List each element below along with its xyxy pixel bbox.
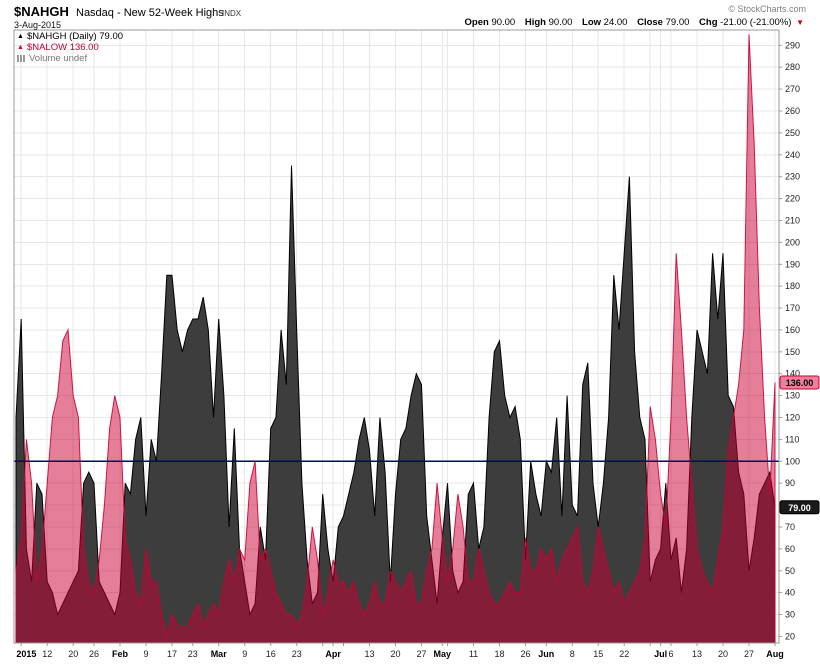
svg-text:20: 20 [68,649,78,659]
svg-text:12: 12 [42,649,52,659]
svg-text:9: 9 [143,649,148,659]
svg-text:120: 120 [785,413,800,423]
legend-row-nalow: ▲ $NALOW 136.00 [17,42,123,53]
svg-text:15: 15 [593,649,603,659]
svg-text:26: 26 [89,649,99,659]
svg-text:Feb: Feb [112,649,129,659]
svg-text:60: 60 [785,544,795,554]
change-down-icon: ▼ [796,18,804,27]
svg-text:8: 8 [570,649,575,659]
svg-text:160: 160 [785,325,800,335]
svg-text:17: 17 [167,649,177,659]
svg-text:11: 11 [469,649,478,659]
high-value: 90.00 [548,17,573,28]
svg-text:22: 22 [619,649,629,659]
svg-text:26: 26 [520,649,530,659]
svg-text:170: 170 [785,303,800,313]
change-value: -21.00 (-21.00%) [720,17,792,28]
svg-text:Apr: Apr [325,649,341,659]
chart-legend: ▲ $NAHGH (Daily) 79.00 ▲ $NALOW 136.00 V… [17,31,123,64]
svg-text:Aug: Aug [766,649,784,659]
svg-text:260: 260 [785,106,800,116]
svg-text:110: 110 [785,434,799,444]
svg-text:13: 13 [692,649,702,659]
svg-text:30: 30 [785,610,795,620]
area-series-icon: ▲ [17,33,24,40]
volume-bars-icon [17,55,26,62]
svg-text:70: 70 [785,522,795,532]
index-type-tag: INDX [222,9,242,18]
svg-text:16: 16 [266,649,276,659]
legend-nahgh-label: $NAHGH (Daily) 79.00 [26,31,124,42]
svg-text:150: 150 [785,347,800,357]
svg-text:240: 240 [785,150,800,160]
area-series-icon: ▲ [17,44,24,51]
svg-text:230: 230 [785,172,800,182]
svg-text:220: 220 [785,194,800,204]
open-value: 90.00 [491,17,516,28]
close-value: 79.00 [665,17,690,28]
svg-text:40: 40 [785,588,795,598]
svg-text:280: 280 [785,62,800,72]
chart-date: 3-Aug-2015 [14,20,62,30]
svg-text:27: 27 [416,649,426,659]
svg-text:136.00: 136.00 [786,378,814,388]
svg-text:290: 290 [785,40,800,50]
svg-text:270: 270 [785,84,800,94]
svg-text:100: 100 [785,456,800,466]
legend-nalow-label: $NALOW 136.00 [26,42,99,53]
legend-row-volume: Volume undef [17,53,123,64]
svg-text:23: 23 [292,649,302,659]
copyright-link[interactable]: © StockCharts.com [728,4,806,14]
svg-text:180: 180 [785,281,800,291]
svg-text:200: 200 [785,237,800,247]
legend-volume-label: Volume undef [29,53,88,64]
svg-text:140: 140 [785,369,800,379]
low-label: Low [582,17,602,28]
low-value: 24.00 [603,17,628,28]
svg-text:Jul: Jul [654,649,667,659]
close-label: Close [637,17,663,28]
symbol: $NAHGH [14,4,69,19]
svg-text:Jun: Jun [538,649,554,659]
svg-text:20: 20 [390,649,400,659]
chart-title: Nasdaq - New 52-Week Highs [76,7,224,19]
svg-text:20: 20 [718,649,728,659]
svg-text:50: 50 [785,566,795,576]
svg-text:27: 27 [744,649,754,659]
svg-text:May: May [434,649,452,659]
svg-text:6: 6 [668,649,673,659]
svg-text:9: 9 [242,649,247,659]
change-label: Chg [699,17,718,28]
svg-text:210: 210 [785,216,800,226]
ohlc-row: Open 90.00 High 90.00 Low 24.00 Close 79… [465,17,804,28]
svg-text:2015: 2015 [16,649,36,659]
svg-text:130: 130 [785,391,800,401]
open-label: Open [464,17,489,28]
svg-text:250: 250 [785,128,800,138]
svg-text:23: 23 [188,649,198,659]
svg-text:13: 13 [364,649,374,659]
svg-text:79.00: 79.00 [788,503,811,513]
legend-row-nahgh: ▲ $NAHGH (Daily) 79.00 [17,31,123,42]
svg-text:90: 90 [785,478,795,488]
high-label: High [524,17,546,28]
svg-text:Mar: Mar [211,649,228,659]
svg-text:190: 190 [785,259,800,269]
svg-text:20: 20 [785,631,795,641]
svg-text:18: 18 [494,649,504,659]
